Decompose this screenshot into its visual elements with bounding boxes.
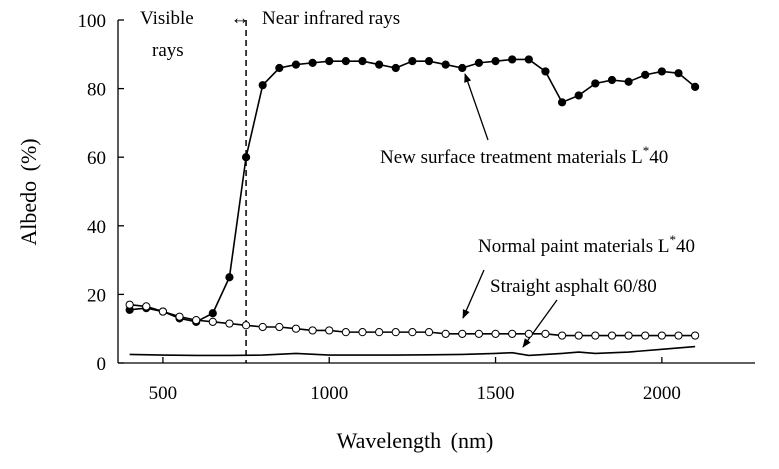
y-tick-label: 20 — [87, 285, 106, 306]
point — [607, 331, 617, 340]
x-tick-label: 500 — [149, 383, 178, 404]
y-tick-label: 60 — [87, 148, 106, 169]
point — [524, 55, 533, 64]
series-label-part: 40 — [649, 147, 668, 168]
point — [291, 324, 301, 333]
point — [657, 331, 666, 340]
point — [341, 57, 350, 66]
region-arrow: ↔ — [231, 8, 250, 29]
series-label: Straight asphalt 60/80 — [490, 276, 657, 297]
point — [574, 91, 583, 100]
arrow — [464, 73, 489, 141]
point — [458, 63, 467, 73]
x-tick-label: 1000 — [310, 383, 348, 404]
point — [408, 328, 417, 337]
point — [325, 326, 334, 335]
point — [491, 57, 500, 66]
point — [358, 57, 367, 66]
point — [557, 98, 567, 107]
point — [591, 331, 600, 340]
series-line — [129, 345, 696, 357]
point — [325, 57, 334, 66]
y-tick-label: 100 — [78, 11, 107, 32]
y-tick-label: 40 — [87, 217, 106, 238]
point — [258, 81, 267, 90]
point — [241, 321, 251, 330]
point — [341, 328, 350, 337]
point — [258, 322, 267, 332]
point — [424, 57, 434, 66]
point — [508, 55, 517, 64]
point — [641, 331, 650, 340]
arrow — [522, 299, 558, 348]
point — [424, 328, 434, 337]
point — [441, 329, 450, 338]
region-label: Visible — [140, 8, 194, 29]
series-label-part: * — [670, 232, 677, 247]
region-label: Near infrared rays — [262, 8, 400, 29]
point — [624, 331, 633, 340]
point — [408, 57, 417, 66]
point — [391, 63, 400, 73]
point — [208, 309, 217, 318]
point — [275, 63, 284, 73]
point — [458, 329, 467, 338]
x-tick-label: 2000 — [643, 383, 681, 404]
region-label: rays — [152, 40, 184, 61]
point — [241, 153, 251, 162]
point — [508, 329, 517, 338]
y-tick-label: 0 — [97, 354, 107, 375]
point — [557, 331, 567, 340]
series-label: New surface treatment materials L*40 — [380, 143, 668, 168]
point — [142, 302, 151, 311]
series-label-part: Normal paint materials L — [478, 236, 670, 257]
point — [641, 70, 650, 79]
point — [624, 77, 633, 86]
point — [524, 329, 533, 338]
point — [474, 329, 484, 338]
x-tick-label: 1500 — [477, 383, 515, 404]
y-axis-title: Albedo (%) — [16, 138, 41, 245]
point — [691, 82, 700, 91]
point — [275, 322, 284, 332]
point — [225, 319, 234, 328]
point — [391, 328, 400, 337]
point — [491, 329, 500, 338]
point — [375, 60, 384, 69]
point — [691, 331, 700, 340]
point — [441, 60, 450, 69]
point — [358, 328, 367, 337]
point — [208, 317, 217, 326]
point — [591, 79, 600, 88]
point — [308, 58, 317, 67]
point — [291, 60, 301, 69]
series-label-part: * — [643, 143, 650, 158]
point — [125, 300, 134, 309]
point — [225, 273, 234, 282]
point — [175, 312, 184, 321]
y-tick-label: 80 — [87, 80, 106, 101]
point — [657, 67, 666, 76]
point — [674, 331, 683, 340]
point — [541, 329, 550, 338]
point — [574, 331, 583, 340]
point — [308, 326, 317, 335]
point — [607, 75, 617, 85]
point — [192, 316, 201, 325]
point — [674, 69, 683, 78]
point — [474, 58, 484, 67]
point — [158, 307, 168, 316]
arrow — [462, 269, 485, 319]
x-axis-title: Wavelength (nm) — [337, 428, 494, 453]
series-label-part: 40 — [676, 236, 695, 257]
series-label: Normal paint materials L*40 — [478, 232, 695, 257]
series-label-part: New surface treatment materials L — [380, 147, 643, 168]
point — [375, 328, 384, 337]
point — [541, 67, 550, 76]
annotation-arrows — [462, 73, 558, 348]
series-label-part: Straight asphalt 60/80 — [490, 276, 657, 297]
